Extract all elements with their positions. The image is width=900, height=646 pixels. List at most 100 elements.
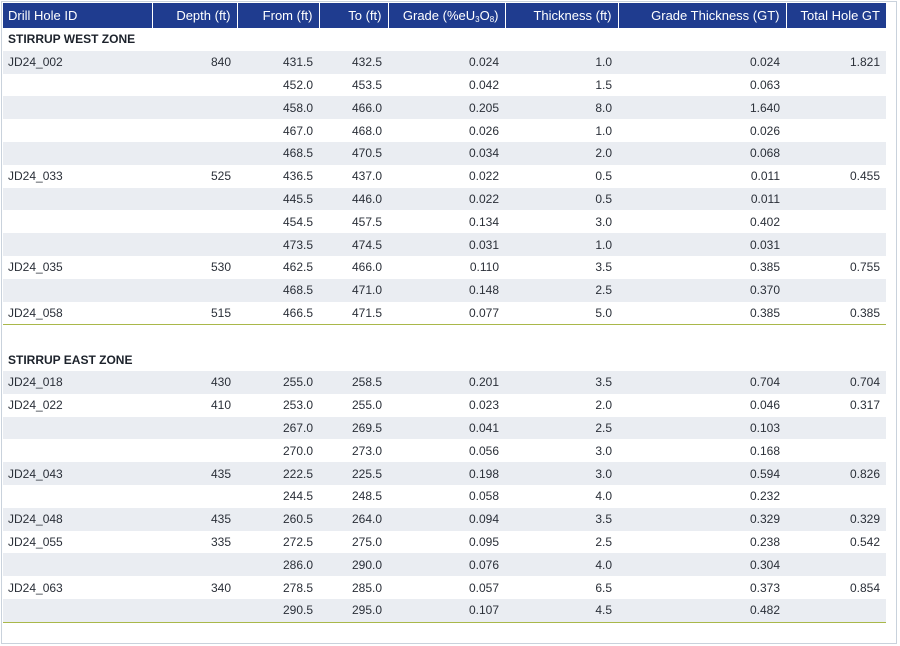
- table-row: JD24_043 435 222.5 225.5 0.198 3.0 0.594 0.826: [3, 462, 886, 485]
- cell-thickness: 4.0: [505, 553, 618, 577]
- cell-thickness: 3.0: [505, 462, 618, 485]
- cell-from: 462.5: [282, 260, 313, 275]
- cell-from: 260.5: [237, 507, 319, 531]
- cell-hole-id: [3, 74, 152, 97]
- cell-to: 470.5: [319, 141, 388, 165]
- cell-total-gt: 0.704: [786, 370, 886, 394]
- cell-from: 458.0: [237, 96, 319, 120]
- cell-grade: 0.058: [468, 489, 499, 504]
- zone-title: STIRRUP WEST ZONE: [8, 32, 136, 47]
- cell-depth: 340: [210, 580, 231, 595]
- cell-gt: 0.238: [749, 534, 780, 549]
- cell-from: 467.0: [282, 123, 313, 138]
- header-grade-suffix: ): [494, 7, 499, 23]
- cell-hole-id: [3, 598, 152, 623]
- header-grade-sub2: 8: [489, 14, 495, 24]
- cell-to: 264.0: [319, 507, 388, 531]
- table-row: JD24_063 340 278.5 285.0 0.057 6.5 0.373 0.854: [3, 576, 886, 599]
- cell-depth: [152, 141, 237, 165]
- cell-grade: 0.023: [468, 398, 499, 413]
- table-row: 267.0 269.5 0.041 2.5 0.103: [3, 416, 886, 440]
- cell-grade: 0.095: [468, 534, 499, 549]
- cell-grade: 0.042: [468, 77, 499, 92]
- cell-gt: 0.168: [749, 443, 780, 458]
- zone-title: STIRRUP EAST ZONE: [8, 352, 133, 367]
- table-row: 270.0 273.0 0.056 3.0 0.168: [3, 439, 886, 462]
- header-gt: Grade Thickness (GT): [618, 3, 787, 28]
- cell-thickness: 3.5: [595, 260, 612, 275]
- cell-from: 255.0: [237, 370, 319, 394]
- cell-total-gt: [786, 278, 886, 302]
- header-total-gt: Total Hole GT: [786, 3, 886, 28]
- cell-depth: [152, 96, 237, 120]
- cell-gt: 0.031: [618, 233, 786, 256]
- cell-hole-id: JD24_022: [8, 398, 63, 413]
- cell-to: 466.0: [351, 260, 382, 275]
- table-row: JD24_033 525 436.5 437.0 0.022 0.5 0.011 0.455: [3, 165, 886, 188]
- table-row: 458.0 466.0 0.205 8.0 1.640: [3, 96, 886, 120]
- cell-depth: [152, 278, 237, 302]
- cell-thickness: 1.0: [505, 233, 618, 256]
- cell-total-gt: [786, 439, 886, 462]
- table-row: JD24_022 410 253.0 255.0 0.023 2.0 0.046 0.317: [3, 394, 886, 417]
- cell-thickness: 0.5: [595, 169, 612, 184]
- cell-grade: 0.110: [469, 260, 499, 275]
- cell-to: 437.0: [351, 169, 382, 184]
- cell-gt: 0.373: [749, 580, 780, 595]
- cell-gt: 0.329: [618, 507, 786, 531]
- cell-thickness: 4.0: [595, 489, 612, 504]
- cell-grade: 0.024: [388, 50, 505, 74]
- cell-thickness: 2.5: [505, 278, 618, 302]
- cell-depth: 335: [210, 534, 231, 549]
- header-from: From (ft): [237, 3, 320, 28]
- cell-total-gt: 0.385: [786, 301, 886, 326]
- cell-grade: 0.107: [388, 598, 505, 623]
- cell-depth: [152, 187, 237, 211]
- cell-gt: 0.063: [749, 77, 780, 92]
- cell-from: 244.5: [282, 489, 313, 504]
- cell-total-gt: 1.821: [786, 50, 886, 74]
- cell-from: 290.5: [237, 598, 319, 623]
- cell-to: 255.0: [351, 398, 382, 413]
- cell-gt: 0.232: [749, 489, 780, 504]
- cell-depth: 840: [152, 50, 237, 74]
- table-row: 452.0 453.5 0.042 1.5 0.063: [3, 74, 886, 97]
- header-to: To (ft): [319, 3, 389, 28]
- cell-thickness: 2.0: [505, 141, 618, 165]
- cell-to: 432.5: [319, 50, 388, 74]
- cell-depth: 430: [152, 370, 237, 394]
- header-hole-id: Drill Hole ID: [3, 3, 153, 28]
- cell-total-gt: [786, 416, 886, 440]
- cell-hole-id: [3, 96, 152, 120]
- cell-grade: 0.057: [468, 580, 499, 595]
- cell-to: 248.5: [351, 489, 382, 504]
- cell-depth: 515: [152, 301, 237, 326]
- cell-from: 270.0: [282, 443, 313, 458]
- table-body: STIRRUP WEST ZONE JD24_002 840 431.5 432.5 0.…: [3, 28, 886, 623]
- cell-thickness: 3.5: [505, 507, 618, 531]
- cell-to: 225.5: [319, 462, 388, 485]
- cell-from: 267.0: [237, 416, 319, 440]
- zone-row-east: STIRRUP EAST ZONE: [3, 348, 886, 371]
- table-row: JD24_018 430 255.0 258.5 0.201 3.5 0.704 0.704: [3, 370, 886, 394]
- cell-hole-id: JD24_055: [8, 534, 63, 549]
- cell-hole-id: [3, 210, 152, 233]
- cell-gt: 0.385: [749, 260, 780, 275]
- cell-hole-id: [3, 119, 152, 142]
- cell-grade: 0.205: [388, 96, 505, 120]
- cell-thickness: 2.0: [595, 398, 612, 413]
- table-row: 286.0 290.0 0.076 4.0 0.304: [3, 553, 886, 577]
- cell-depth: [152, 416, 237, 440]
- cell-from: 466.5: [237, 301, 319, 326]
- cell-from: 452.0: [282, 77, 313, 92]
- cell-gt: 0.024: [618, 50, 786, 74]
- cell-from: 473.5: [237, 233, 319, 256]
- cell-total-gt: [786, 96, 886, 120]
- cell-thickness: 8.0: [505, 96, 618, 120]
- cell-gt: 0.385: [618, 301, 786, 326]
- cell-gt: 0.011: [618, 187, 786, 211]
- cell-total-gt: [786, 141, 886, 165]
- cell-hole-id: JD24_035: [8, 260, 63, 275]
- cell-from: 468.5: [237, 278, 319, 302]
- cell-to: 453.5: [351, 77, 382, 92]
